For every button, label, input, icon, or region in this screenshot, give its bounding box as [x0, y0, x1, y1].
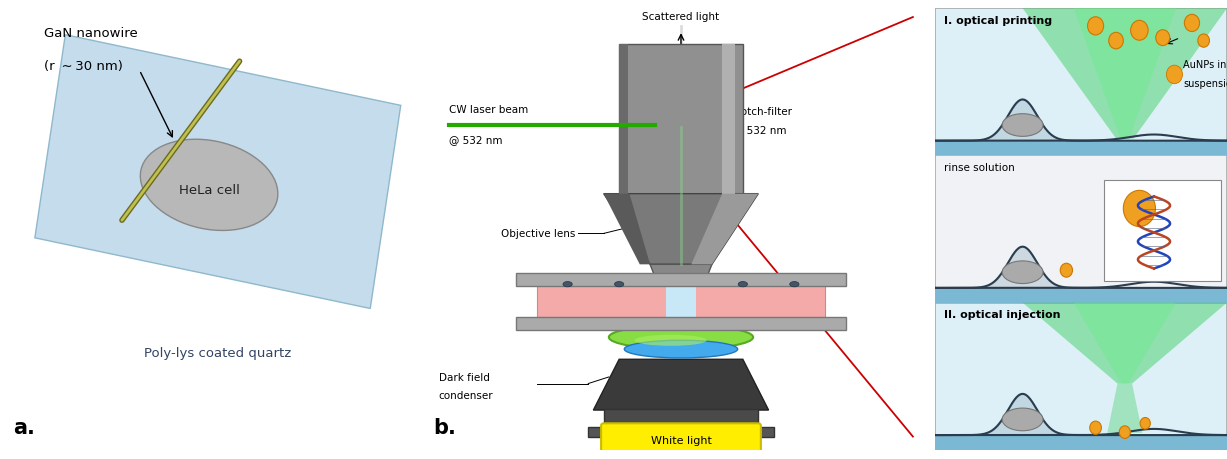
FancyBboxPatch shape [588, 427, 774, 437]
Ellipse shape [1119, 426, 1130, 438]
Polygon shape [691, 194, 758, 265]
Ellipse shape [625, 341, 737, 358]
Text: I. optical printing: I. optical printing [944, 16, 1052, 26]
FancyBboxPatch shape [935, 141, 1227, 156]
Text: condenser: condenser [439, 390, 493, 400]
Text: (r  ∼ 30 nm): (r ∼ 30 nm) [44, 60, 123, 73]
Text: White light: White light [650, 435, 712, 445]
FancyBboxPatch shape [620, 45, 628, 194]
Ellipse shape [1002, 114, 1043, 137]
FancyBboxPatch shape [601, 423, 761, 456]
FancyBboxPatch shape [723, 45, 735, 194]
FancyBboxPatch shape [643, 119, 658, 140]
Ellipse shape [1167, 66, 1183, 84]
Text: Notch-filter: Notch-filter [733, 107, 791, 117]
Ellipse shape [1124, 191, 1156, 227]
Polygon shape [1107, 384, 1142, 433]
Text: a.: a. [13, 417, 34, 437]
FancyBboxPatch shape [674, 113, 687, 134]
Polygon shape [1074, 303, 1175, 384]
Text: II. optical injection: II. optical injection [944, 309, 1060, 319]
Text: rinse solution: rinse solution [944, 162, 1015, 173]
Ellipse shape [634, 335, 707, 346]
FancyBboxPatch shape [1104, 181, 1221, 281]
FancyBboxPatch shape [604, 409, 758, 428]
Polygon shape [34, 36, 401, 309]
Polygon shape [681, 318, 810, 348]
Polygon shape [620, 45, 742, 194]
FancyBboxPatch shape [622, 113, 688, 143]
FancyBboxPatch shape [653, 117, 667, 138]
FancyBboxPatch shape [935, 435, 1227, 450]
Ellipse shape [1002, 261, 1043, 284]
Text: Objective lens: Objective lens [501, 229, 575, 239]
FancyBboxPatch shape [633, 121, 647, 141]
Text: HeLa cell: HeLa cell [179, 183, 239, 196]
Ellipse shape [1184, 15, 1200, 33]
Ellipse shape [1109, 33, 1124, 50]
Ellipse shape [1060, 263, 1072, 278]
Polygon shape [650, 265, 712, 285]
Text: @ 532 nm: @ 532 nm [449, 135, 503, 145]
FancyBboxPatch shape [536, 285, 826, 318]
Text: CW laser beam: CW laser beam [449, 105, 529, 115]
Text: Scattered light: Scattered light [643, 12, 719, 22]
Ellipse shape [790, 282, 799, 287]
Text: suspension: suspension [1183, 79, 1227, 89]
Text: Dark field: Dark field [439, 372, 490, 382]
FancyBboxPatch shape [517, 318, 845, 330]
FancyBboxPatch shape [935, 303, 1227, 450]
Polygon shape [552, 318, 681, 348]
Polygon shape [604, 194, 758, 265]
FancyBboxPatch shape [665, 285, 697, 318]
Ellipse shape [609, 325, 753, 350]
Ellipse shape [1087, 18, 1103, 36]
Text: b.: b. [433, 417, 456, 437]
FancyBboxPatch shape [935, 9, 1227, 156]
Ellipse shape [1090, 421, 1102, 434]
Text: GaN nanowire: GaN nanowire [44, 27, 137, 40]
Ellipse shape [1156, 31, 1169, 46]
FancyBboxPatch shape [935, 156, 1227, 303]
Polygon shape [594, 359, 768, 410]
Ellipse shape [140, 140, 277, 231]
Ellipse shape [739, 282, 747, 287]
FancyBboxPatch shape [935, 288, 1227, 303]
FancyBboxPatch shape [663, 115, 677, 136]
Polygon shape [604, 194, 650, 265]
FancyBboxPatch shape [622, 123, 637, 143]
Text: @ 532 nm: @ 532 nm [733, 125, 787, 135]
Polygon shape [1022, 303, 1227, 384]
Text: AuNPs in: AuNPs in [1183, 60, 1227, 70]
Ellipse shape [1140, 418, 1151, 429]
Ellipse shape [615, 282, 623, 287]
FancyBboxPatch shape [517, 274, 845, 286]
Ellipse shape [1198, 35, 1210, 48]
Ellipse shape [1130, 21, 1148, 41]
Text: Poly-lys coated quartz: Poly-lys coated quartz [144, 347, 292, 359]
Polygon shape [1022, 9, 1227, 139]
Polygon shape [1074, 9, 1175, 139]
Ellipse shape [563, 282, 572, 287]
Ellipse shape [1002, 408, 1043, 431]
